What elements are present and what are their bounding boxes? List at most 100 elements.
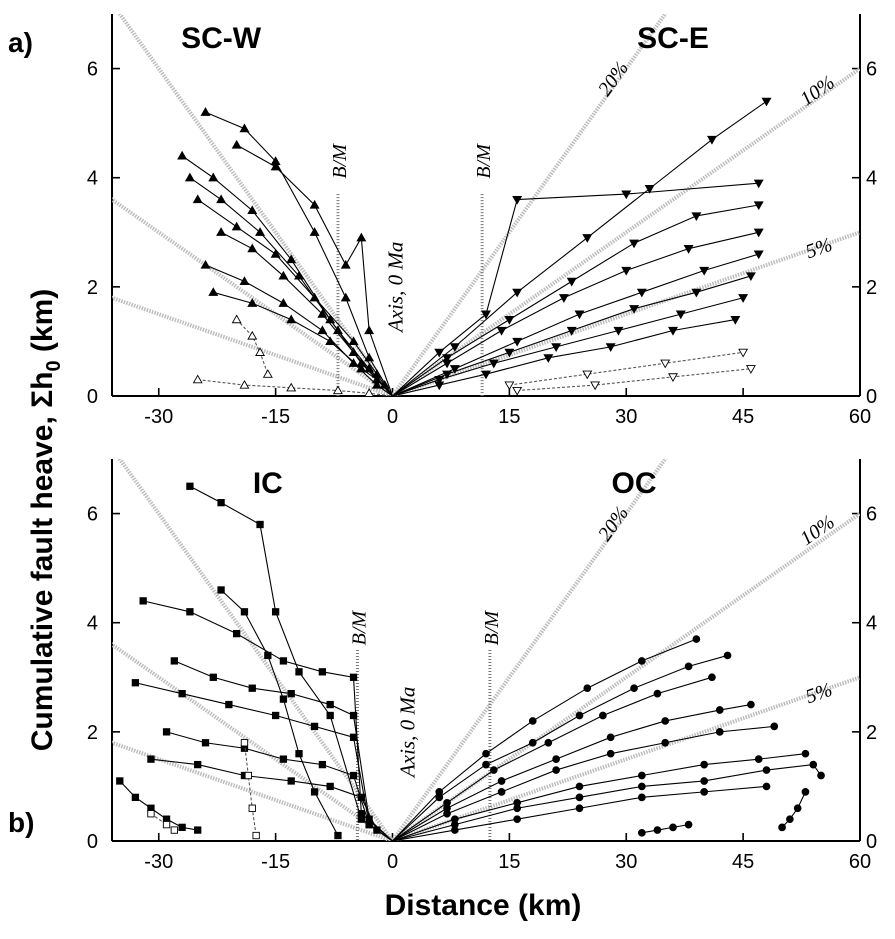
panel-a-data-point [582, 234, 593, 243]
panel-a-x-tick-label: -30 [144, 406, 173, 428]
panel-a-data-point [434, 381, 445, 391]
panel-a-series-14 [392, 250, 764, 396]
panel-b-data-point [349, 733, 358, 741]
panel-a-data-point [356, 232, 367, 242]
panel-a-data-point [504, 381, 515, 391]
panel-b-data-point [318, 760, 327, 769]
panel-a-data-point [699, 266, 710, 276]
panel-a-y-tick-label-right: 0 [866, 386, 877, 408]
panel-a-reference-label: 10% [796, 71, 839, 110]
panel-b-data-point [201, 739, 210, 747]
panel-b-series-14 [392, 722, 779, 841]
panel-b-data-point [240, 608, 249, 616]
panel-a-data-point [504, 316, 515, 325]
panel-a-data-point [317, 309, 328, 318]
panel-b-data-point [186, 608, 194, 616]
panel-a-data-point [574, 310, 585, 320]
panel-a-data-point [442, 359, 453, 369]
panel-b-data-point [637, 782, 646, 791]
panel-b-data-point [661, 717, 670, 725]
panel-b-data-point [334, 831, 342, 840]
panel-b-data-point [244, 771, 253, 780]
panel-b-data-point [762, 766, 771, 774]
panel-a-data-point [348, 347, 359, 356]
panel-b-axis-label: Axis, 0 Ma [396, 687, 420, 779]
panel-a-data-point [738, 294, 749, 303]
panel-a-region-label: SC-E [637, 22, 709, 55]
panel-b-series-8 [147, 810, 178, 834]
panel-a-data-point [512, 195, 523, 205]
panel-b-y-tick-label-right: 2 [866, 722, 877, 744]
panel-b-data-point [482, 760, 490, 769]
panel-b-data-point [310, 722, 319, 731]
panel-b-data-point [801, 788, 810, 796]
panel-b-data-point [817, 771, 825, 780]
panel-a-data-point [231, 139, 242, 149]
panel-b-series-11 [392, 651, 732, 841]
panel-a-data-point [566, 277, 577, 287]
panel-a-data-point [442, 354, 453, 363]
panel-a-data-point [668, 326, 678, 336]
panel-a-data-point [621, 266, 632, 276]
panel-b-data-point [552, 766, 560, 774]
panel-b-series-line [392, 753, 806, 841]
panel-b-data-point [575, 793, 584, 802]
panel-a-x-tick-label: 30 [615, 406, 637, 428]
panel-b-data-point [793, 804, 802, 813]
panel-a-data-point [239, 379, 250, 389]
panel-a-data-point [761, 97, 772, 107]
panel-a-data-point [481, 310, 491, 320]
panel-b-data-point [162, 728, 171, 736]
panel-b-data-point [684, 820, 693, 829]
panel-a-data-point [379, 379, 390, 389]
panel-b-data-point [637, 828, 646, 837]
panel-a-data-point [247, 205, 258, 215]
panel-a-data-point [660, 359, 671, 369]
panel-a-data-point [239, 123, 250, 133]
panel-b-data-point [747, 700, 755, 709]
panel-b-series-6 [217, 586, 342, 840]
panel-a-data-point [278, 298, 289, 307]
panel-b-series-line [189, 485, 393, 841]
panel-a-series-0 [200, 107, 393, 396]
panel-b-data-point [310, 788, 319, 796]
panel-b-data-point [653, 689, 662, 698]
panel-a-data-point [481, 370, 491, 380]
panel-a-data-point [192, 374, 203, 384]
panel-b-data-point [513, 815, 522, 824]
panel-a-data-point [512, 288, 523, 298]
panel-a-data-point [371, 379, 382, 389]
panel-b-data-point [252, 831, 260, 840]
panel-a-x-tick-label: 15 [498, 406, 520, 428]
panel-a-reference-label: 20% [594, 57, 633, 100]
panel-b-data-point [349, 711, 358, 720]
panel-a-data-point [348, 358, 359, 367]
panel-b-data-point [692, 635, 701, 643]
panel-b-series-line [392, 704, 752, 841]
panel-a-y-tick-label-left: 2 [87, 277, 98, 299]
panel-a-data-point [512, 386, 523, 396]
panel-a-series-3 [192, 194, 393, 396]
panel-a-data-point [753, 179, 764, 189]
panel-b-data-point [295, 668, 303, 676]
panel-b-data-point [708, 673, 716, 682]
panel-a-data-point [668, 373, 678, 383]
panel-a-data-point [449, 365, 460, 374]
panel-a-data-point [621, 190, 632, 200]
panel-a-region-label: SC-W [181, 22, 262, 55]
panel-b-data-point [287, 777, 295, 785]
panel-b-data-point [194, 826, 202, 834]
panel-a-data-point [753, 228, 764, 238]
panel-a-series-15 [392, 272, 756, 396]
panel-b-data-area [112, 459, 860, 841]
panel-a-x-tick-label: 0 [387, 406, 398, 428]
panel-b-series-1 [139, 597, 393, 841]
panel-a-data-point [730, 316, 741, 325]
panel-b-data-point [497, 788, 506, 796]
panel-a-data-point [247, 298, 258, 307]
panel-b-series-15 [392, 749, 810, 841]
panel-a-data-point [691, 212, 702, 222]
panel-b-series-17 [392, 782, 771, 841]
panel-a-data-point [286, 382, 297, 392]
